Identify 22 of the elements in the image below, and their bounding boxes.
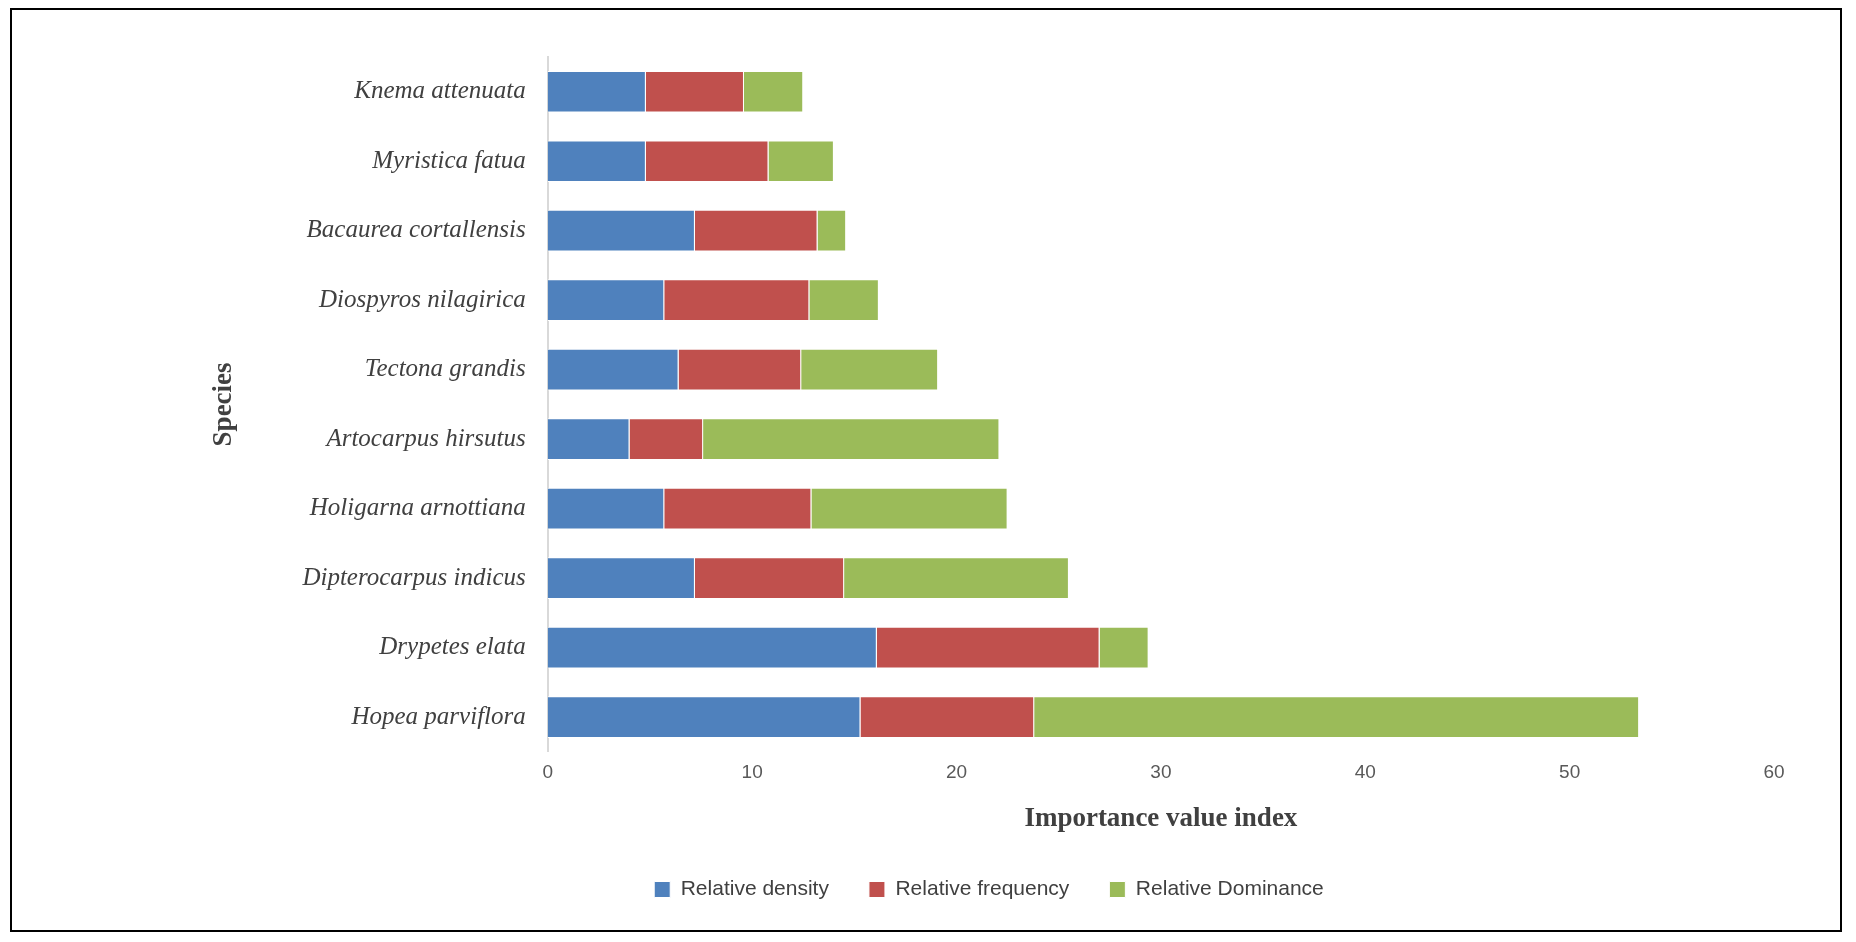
x-tick-label: 60 (1763, 761, 1785, 783)
legend-label: Relative frequency (895, 876, 1070, 900)
x-tick-label: 10 (741, 761, 763, 783)
y-tick-label: Bacaurea cortallensis (306, 215, 526, 243)
y-tick-label: Drypetes elata (378, 632, 526, 660)
x-tick-label: 40 (1354, 761, 1376, 783)
y-tick-label: Holigarna arnottiana (308, 493, 526, 521)
y-tick-label: Dipterocarpus indicus (301, 562, 526, 590)
x-axis-title: Importance value index (1024, 801, 1298, 832)
legend-label: Relative Dominance (1135, 876, 1324, 900)
y-tick-label: Tectona grandis (364, 354, 526, 382)
y-tick-label: Artocarpus hirsutus (324, 423, 526, 451)
x-tick-label: 30 (1150, 761, 1172, 783)
y-tick-label: Hopea parviflora (350, 701, 526, 729)
legend-label: Relative density (680, 876, 830, 900)
x-tick-label: 20 (945, 761, 968, 783)
x-tick-label: 50 (1559, 761, 1581, 783)
x-tick-label: 0 (542, 761, 554, 783)
y-axis-title: Species (207, 362, 238, 447)
y-tick-label: Diospyros nilagirica (318, 284, 526, 312)
y-tick-label: Myristica fatua (371, 145, 526, 173)
y-tick-label: Knema attenuata (353, 76, 526, 104)
